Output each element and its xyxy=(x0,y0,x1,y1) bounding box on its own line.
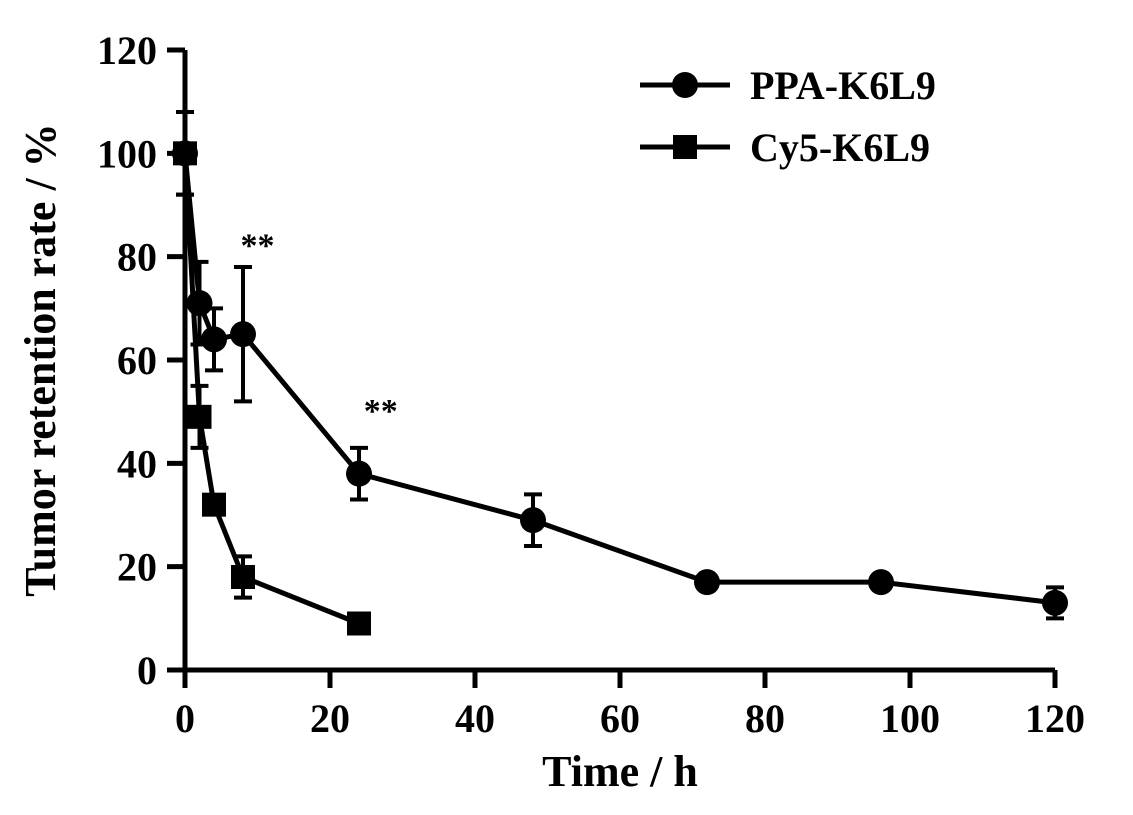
legend-marker xyxy=(673,135,697,159)
series-marker-1 xyxy=(202,493,226,517)
series-marker-0 xyxy=(868,569,894,595)
x-tick-label: 100 xyxy=(880,696,940,741)
x-tick-label: 80 xyxy=(745,696,785,741)
x-tick-label: 0 xyxy=(175,696,195,741)
series-marker-1 xyxy=(188,405,212,429)
x-tick-label: 20 xyxy=(310,696,350,741)
x-tick-label: 120 xyxy=(1025,696,1085,741)
x-tick-label: 60 xyxy=(600,696,640,741)
series-marker-0 xyxy=(1042,590,1068,616)
x-tick-label: 40 xyxy=(455,696,495,741)
series-marker-0 xyxy=(694,569,720,595)
y-tick-label: 60 xyxy=(117,338,157,383)
series-marker-0 xyxy=(520,507,546,533)
chart-container: 0 20 40 60 80 100 120 0 20 40 60 80 100 120 Time / h Tu… xyxy=(0,0,1133,815)
series-marker-1 xyxy=(231,565,255,589)
legend-label: PPA-K6L9 xyxy=(750,63,936,108)
series-line-1 xyxy=(185,153,359,623)
y-tick-label: 40 xyxy=(117,441,157,486)
series-marker-1 xyxy=(173,141,197,165)
legend-marker xyxy=(672,72,698,98)
significance-annotation: ** xyxy=(364,393,398,430)
series-marker-1 xyxy=(347,612,371,636)
significance-annotation: ** xyxy=(241,228,275,265)
y-tick-label: 20 xyxy=(117,545,157,590)
series-marker-0 xyxy=(346,461,372,487)
series-marker-0 xyxy=(230,321,256,347)
series-line-0 xyxy=(185,153,1055,603)
y-tick-label: 0 xyxy=(137,648,157,693)
chart-svg: 0 20 40 60 80 100 120 0 20 40 60 80 100 120 Time / h Tu… xyxy=(0,0,1133,815)
y-tick-label: 100 xyxy=(97,131,157,176)
y-tick-label: 80 xyxy=(117,235,157,280)
y-tick-label: 120 xyxy=(97,28,157,73)
series-marker-0 xyxy=(201,326,227,352)
y-axis-label: Tumor retention rate / % xyxy=(16,123,65,596)
x-axis-label: Time / h xyxy=(542,747,698,796)
legend-label: Cy5-K6L9 xyxy=(750,125,930,170)
